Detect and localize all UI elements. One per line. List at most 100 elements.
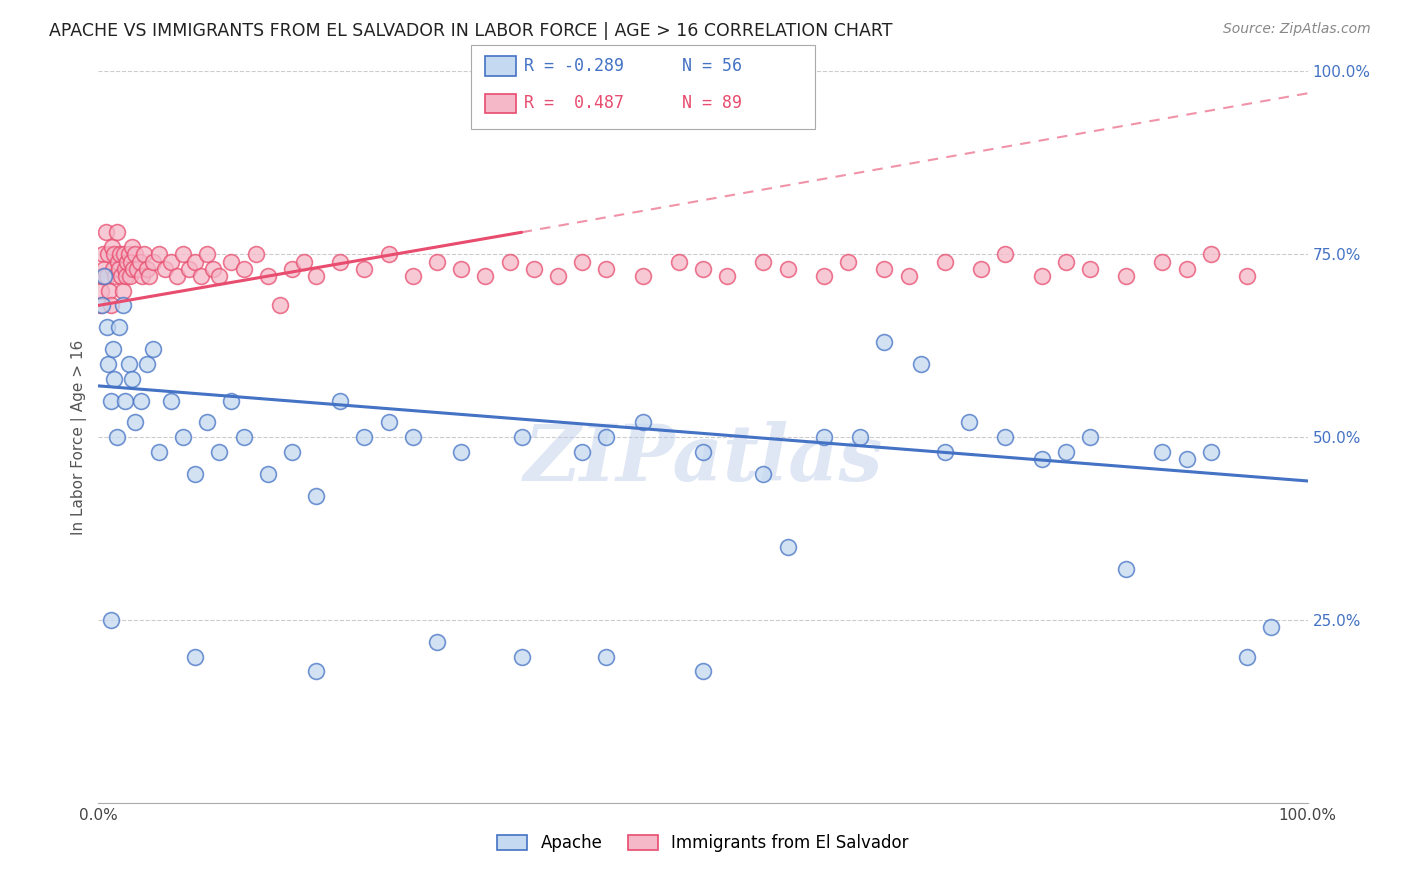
Point (994, 247, 1017, 261)
Point (190, 269, 212, 284)
Point (498, 254, 520, 268)
Text: N = 56: N = 56 (682, 57, 742, 75)
Point (957, 416, 980, 430)
Point (117, 254, 139, 268)
Point (108, 261, 131, 276)
Point (873, 261, 896, 276)
Point (716, 269, 738, 284)
Point (179, 261, 201, 276)
Y-axis label: In Labor Force | Age > 16: In Labor Force | Age > 16 (72, 340, 87, 534)
Point (184, 649, 207, 664)
Point (129, 393, 152, 408)
Point (1115, 562, 1137, 576)
Point (305, 489, 328, 503)
Point (121, 371, 143, 385)
Point (100, 393, 122, 408)
Point (195, 247, 218, 261)
Point (837, 254, 859, 268)
Point (172, 430, 194, 444)
Point (232, 261, 254, 276)
Text: N = 89: N = 89 (682, 95, 742, 112)
Point (595, 430, 617, 444)
Point (115, 269, 138, 284)
Point (292, 254, 315, 268)
Point (166, 269, 188, 284)
Point (970, 261, 993, 276)
Point (281, 444, 304, 458)
Point (112, 247, 135, 261)
Text: APACHE VS IMMIGRANTS FROM EL SALVADOR IN LABOR FORCE | AGE > 16 CORRELATION CHAR: APACHE VS IMMIGRANTS FROM EL SALVADOR IN… (49, 22, 893, 40)
Point (195, 416, 218, 430)
Point (1031, 269, 1053, 284)
Point (776, 540, 799, 554)
Point (104, 269, 127, 284)
Point (118, 247, 141, 261)
Legend: Apache, Immigrants from El Salvador: Apache, Immigrants from El Salvador (489, 826, 917, 860)
Point (1175, 261, 1198, 276)
Point (135, 357, 157, 371)
Point (124, 416, 146, 430)
Text: ZIPatlas: ZIPatlas (523, 421, 883, 497)
Text: R =  0.487: R = 0.487 (524, 95, 624, 112)
Point (1199, 247, 1222, 261)
Point (329, 393, 352, 408)
Point (1152, 254, 1174, 268)
Point (813, 430, 835, 444)
Point (114, 393, 136, 408)
Point (1078, 430, 1101, 444)
Point (91, 269, 114, 284)
Point (208, 269, 231, 284)
Point (813, 269, 835, 284)
Point (1054, 444, 1077, 458)
Point (100, 240, 122, 254)
Point (547, 269, 569, 284)
Point (128, 254, 150, 268)
Point (89, 298, 111, 312)
Point (474, 269, 496, 284)
Point (595, 649, 617, 664)
Point (160, 254, 183, 268)
Point (910, 357, 932, 371)
Point (107, 254, 129, 268)
Point (118, 269, 141, 284)
Point (138, 269, 160, 284)
Point (353, 261, 375, 276)
Point (377, 247, 399, 261)
Point (91, 298, 114, 312)
Point (111, 298, 134, 312)
Point (114, 261, 136, 276)
Point (91, 247, 114, 261)
Point (571, 444, 593, 458)
Point (1031, 452, 1053, 467)
Point (1236, 269, 1258, 284)
Point (1115, 269, 1137, 284)
Point (208, 444, 231, 458)
Point (148, 444, 170, 458)
Point (426, 254, 449, 268)
Point (118, 357, 141, 371)
Point (96, 269, 118, 284)
Point (232, 430, 254, 444)
Point (1054, 254, 1077, 268)
Point (108, 247, 131, 261)
Point (94, 225, 117, 239)
Point (110, 269, 132, 284)
Point (1260, 620, 1282, 634)
Point (450, 444, 472, 458)
Text: Source: ZipAtlas.com: Source: ZipAtlas.com (1223, 22, 1371, 37)
Point (97, 357, 120, 371)
Point (127, 261, 149, 276)
Point (281, 261, 304, 276)
Point (776, 261, 799, 276)
Point (105, 225, 128, 239)
Point (402, 269, 425, 284)
Point (377, 416, 399, 430)
Point (510, 649, 533, 664)
Point (305, 664, 328, 678)
Point (135, 261, 157, 276)
Point (96, 320, 118, 334)
Point (523, 261, 546, 276)
Point (692, 261, 714, 276)
Point (124, 247, 146, 261)
Point (934, 254, 956, 268)
